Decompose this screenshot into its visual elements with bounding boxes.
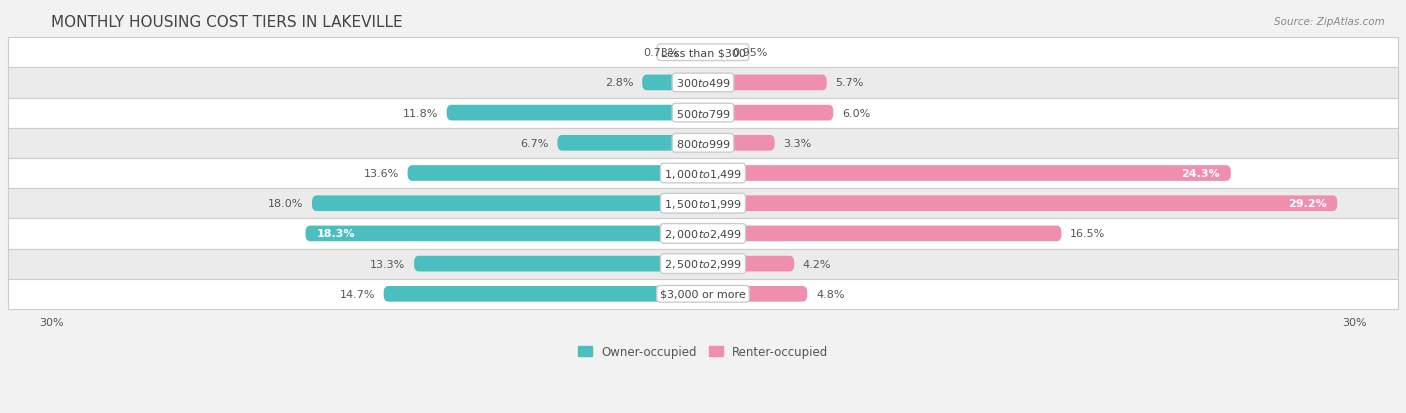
- Text: $3,000 or more: $3,000 or more: [661, 289, 745, 299]
- Text: 0.73%: 0.73%: [643, 48, 679, 58]
- FancyBboxPatch shape: [8, 98, 1398, 128]
- FancyBboxPatch shape: [703, 226, 1062, 242]
- Text: Less than $300: Less than $300: [661, 48, 745, 58]
- FancyBboxPatch shape: [703, 135, 775, 151]
- FancyBboxPatch shape: [703, 196, 1337, 211]
- FancyBboxPatch shape: [447, 105, 703, 121]
- FancyBboxPatch shape: [688, 45, 703, 61]
- Text: Source: ZipAtlas.com: Source: ZipAtlas.com: [1274, 17, 1385, 26]
- Text: $800 to $999: $800 to $999: [675, 138, 731, 150]
- Text: 4.8%: 4.8%: [815, 289, 845, 299]
- Text: 6.7%: 6.7%: [520, 138, 548, 148]
- Text: 13.6%: 13.6%: [364, 169, 399, 178]
- Text: $2,500 to $2,999: $2,500 to $2,999: [664, 257, 742, 271]
- Text: $300 to $499: $300 to $499: [675, 77, 731, 89]
- FancyBboxPatch shape: [384, 286, 703, 302]
- FancyBboxPatch shape: [703, 105, 834, 121]
- Text: 0.95%: 0.95%: [733, 48, 768, 58]
- FancyBboxPatch shape: [703, 76, 827, 91]
- FancyBboxPatch shape: [8, 38, 1398, 68]
- FancyBboxPatch shape: [703, 166, 1230, 181]
- Text: 4.2%: 4.2%: [803, 259, 831, 269]
- Text: 18.0%: 18.0%: [269, 199, 304, 209]
- FancyBboxPatch shape: [8, 68, 1398, 98]
- Text: 29.2%: 29.2%: [1288, 199, 1326, 209]
- FancyBboxPatch shape: [408, 166, 703, 181]
- Text: 11.8%: 11.8%: [402, 108, 439, 119]
- FancyBboxPatch shape: [312, 196, 703, 211]
- FancyBboxPatch shape: [8, 219, 1398, 249]
- FancyBboxPatch shape: [703, 256, 794, 272]
- FancyBboxPatch shape: [8, 128, 1398, 159]
- FancyBboxPatch shape: [643, 76, 703, 91]
- FancyBboxPatch shape: [305, 226, 703, 242]
- Text: 24.3%: 24.3%: [1181, 169, 1220, 178]
- Text: $1,000 to $1,499: $1,000 to $1,499: [664, 167, 742, 180]
- FancyBboxPatch shape: [8, 159, 1398, 189]
- FancyBboxPatch shape: [8, 249, 1398, 279]
- FancyBboxPatch shape: [703, 286, 807, 302]
- FancyBboxPatch shape: [415, 256, 703, 272]
- Text: $2,000 to $2,499: $2,000 to $2,499: [664, 228, 742, 240]
- FancyBboxPatch shape: [8, 189, 1398, 219]
- Text: 2.8%: 2.8%: [605, 78, 634, 88]
- Text: 18.3%: 18.3%: [316, 229, 354, 239]
- Text: $1,500 to $1,999: $1,500 to $1,999: [664, 197, 742, 210]
- Text: 5.7%: 5.7%: [835, 78, 863, 88]
- Text: MONTHLY HOUSING COST TIERS IN LAKEVILLE: MONTHLY HOUSING COST TIERS IN LAKEVILLE: [52, 15, 404, 30]
- Text: 13.3%: 13.3%: [370, 259, 405, 269]
- FancyBboxPatch shape: [557, 135, 703, 151]
- Text: $500 to $799: $500 to $799: [675, 107, 731, 119]
- Text: 6.0%: 6.0%: [842, 108, 870, 119]
- FancyBboxPatch shape: [8, 279, 1398, 309]
- Text: 3.3%: 3.3%: [783, 138, 811, 148]
- Legend: Owner-occupied, Renter-occupied: Owner-occupied, Renter-occupied: [572, 341, 834, 363]
- FancyBboxPatch shape: [703, 45, 724, 61]
- Text: 14.7%: 14.7%: [339, 289, 375, 299]
- Text: 16.5%: 16.5%: [1070, 229, 1105, 239]
